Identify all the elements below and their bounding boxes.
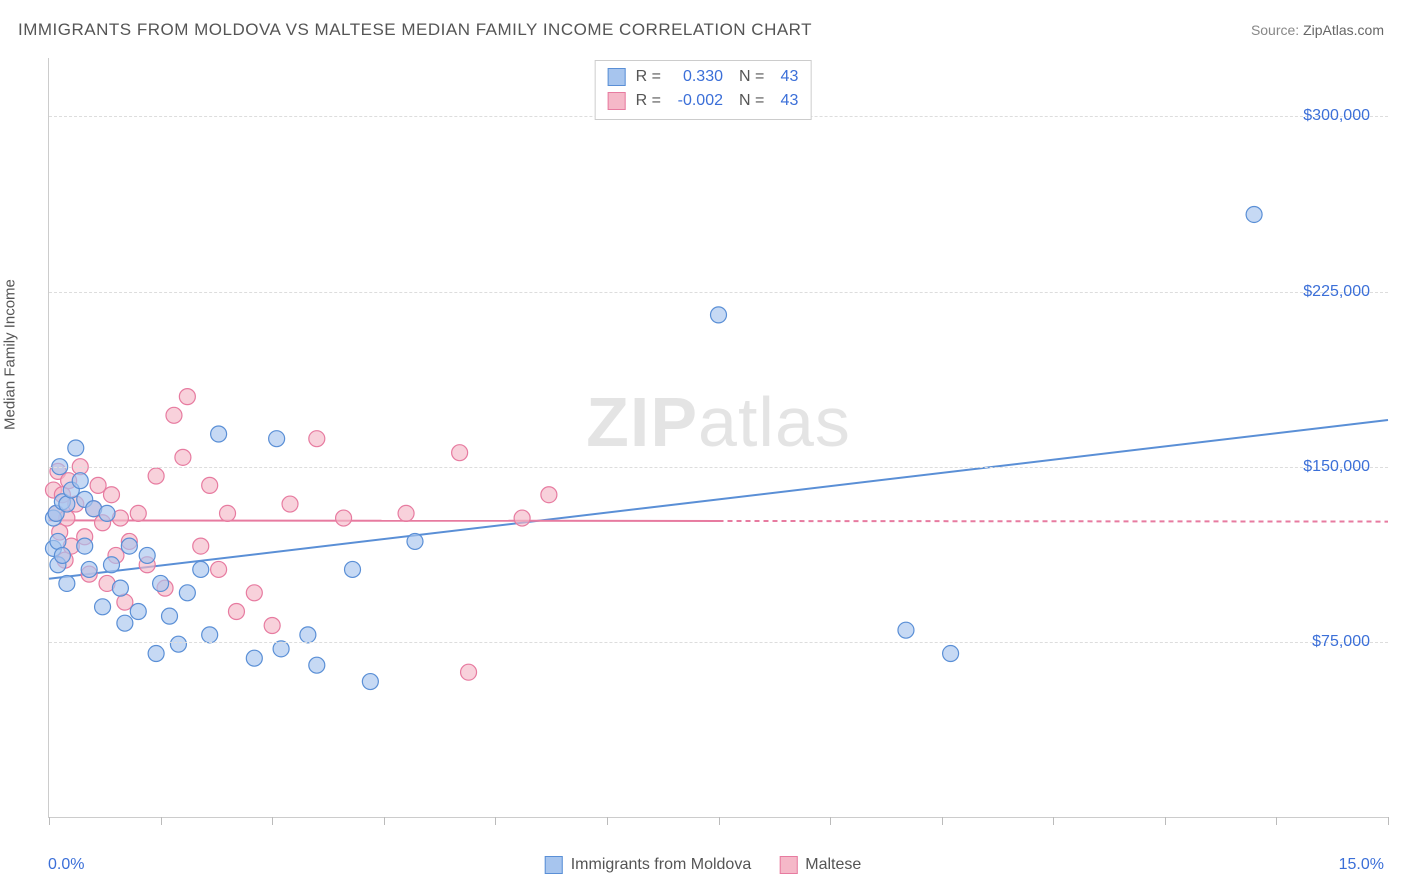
stats-legend: R =0.330 N =43 R =-0.002 N =43 (595, 60, 812, 120)
bottom-legend: Immigrants from Moldova Maltese (545, 856, 862, 874)
r-label: R = (636, 65, 661, 89)
x-tick (49, 817, 50, 825)
y-tick-label: $75,000 (1312, 633, 1370, 651)
gridline (49, 467, 1388, 468)
x-tick (1388, 817, 1389, 825)
x-axis-max-label: 15.0% (1339, 856, 1384, 874)
x-tick (495, 817, 496, 825)
n-value: 43 (770, 65, 798, 89)
gridline (49, 292, 1388, 293)
stats-legend-row: R =-0.002 N =43 (608, 89, 799, 113)
y-tick-label: $300,000 (1303, 107, 1370, 125)
plot-svg (49, 58, 1388, 817)
y-axis-title: Median Family Income (2, 279, 19, 430)
source-label: Source: (1251, 22, 1299, 38)
x-tick (719, 817, 720, 825)
r-value: -0.002 (667, 89, 723, 113)
legend-swatch (608, 68, 626, 86)
n-value: 43 (770, 89, 798, 113)
x-tick (1276, 817, 1277, 825)
legend-swatch (779, 856, 797, 874)
r-label: R = (636, 89, 661, 113)
stats-legend-row: R =0.330 N =43 (608, 65, 799, 89)
n-label: N = (739, 65, 764, 89)
plot-area: ZIPatlas $75,000$150,000$225,000$300,000 (48, 58, 1388, 818)
n-label: N = (739, 89, 764, 113)
x-tick (384, 817, 385, 825)
x-tick (1053, 817, 1054, 825)
x-tick (942, 817, 943, 825)
x-tick (161, 817, 162, 825)
legend-label: Maltese (805, 856, 861, 874)
chart-title: IMMIGRANTS FROM MOLDOVA VS MALTESE MEDIA… (18, 20, 812, 40)
y-tick-label: $150,000 (1303, 458, 1370, 476)
source-value: ZipAtlas.com (1303, 22, 1384, 38)
correlation-chart: IMMIGRANTS FROM MOLDOVA VS MALTESE MEDIA… (0, 0, 1406, 892)
r-value: 0.330 (667, 65, 723, 89)
x-tick (1165, 817, 1166, 825)
x-tick (830, 817, 831, 825)
legend-item: Immigrants from Moldova (545, 856, 752, 874)
x-axis-min-label: 0.0% (48, 856, 84, 874)
legend-item: Maltese (779, 856, 861, 874)
y-tick-label: $225,000 (1303, 283, 1370, 301)
legend-swatch (545, 856, 563, 874)
legend-label: Immigrants from Moldova (571, 856, 752, 874)
x-tick (272, 817, 273, 825)
x-tick (607, 817, 608, 825)
legend-swatch (608, 92, 626, 110)
source-attribution: Source: ZipAtlas.com (1251, 22, 1384, 38)
gridline (49, 642, 1388, 643)
